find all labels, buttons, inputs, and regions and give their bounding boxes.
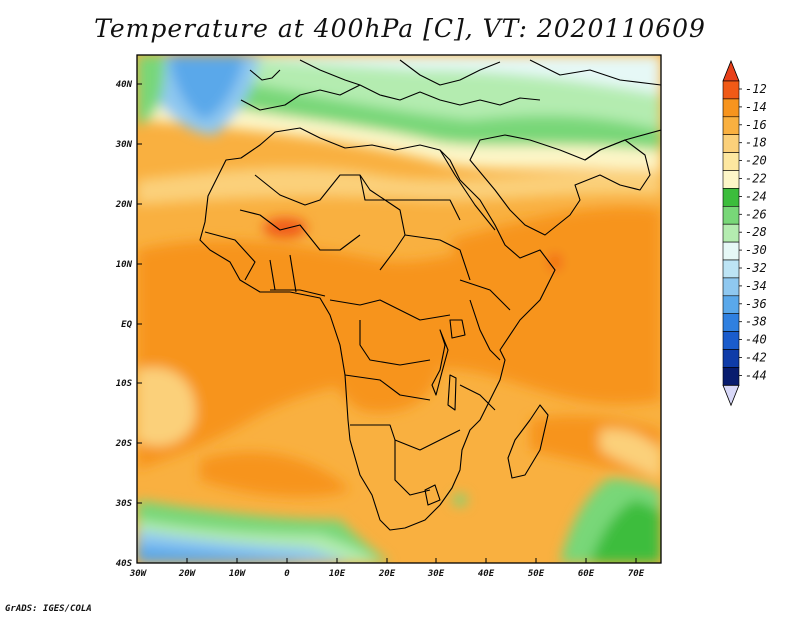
colorbar-swatch [722,331,740,350]
colorbar-swatch [722,206,740,225]
map-title: Temperature at 400hPa [C], VT: 202011060… [94,14,706,43]
colorbar-label: -36 [745,297,767,311]
lon-label: 50E [528,569,545,579]
lon-label: 30W [129,569,148,579]
colorbar-swatch [722,223,740,243]
colorbar-swatch [722,98,740,118]
lon-label: 10W [229,569,247,579]
lat-label: EQ [121,320,132,330]
lat-label: 20N [115,200,133,210]
longitude-axis: 30W 20W 10W 0 10E 20E 30E 40E 50E 60E 70… [129,558,645,579]
map-frame [136,54,662,564]
colorbar-swatch [722,259,740,279]
lat-label: 30S [115,499,133,509]
colorbar-label: -30 [745,243,767,257]
colorbar-swatch [722,277,740,297]
colorbar-swatch [722,313,740,332]
lat-label: 30N [115,140,133,150]
colorbar-swatch [722,134,740,153]
colorbar-label: -40 [745,333,767,347]
colorbar-swatch [722,241,740,261]
colorbar-top-arrow [722,59,740,82]
colorbar-label: -34 [745,279,767,293]
latitude-axis: 40N 30N 20N 10N EQ 10S 20S 30S 40S [115,80,142,569]
colorbar-swatch [722,349,740,368]
colorbar-label: -32 [745,261,767,275]
colorbar-label: -44 [745,368,767,382]
colorbar-swatch [722,295,740,314]
lat-label: 20S [115,439,133,449]
lat-label: 40N [116,80,133,90]
colorbar-label: -20 [745,154,767,168]
lon-label: 0 [284,569,290,579]
colorbar-label: -24 [745,189,767,203]
lon-label: 40E [478,569,495,579]
colorbar-swatch [722,188,740,207]
colorbar-swatch [722,170,740,189]
colorbar-label: -12 [745,82,767,96]
colorbar-swatch [722,116,740,136]
colorbar-label: -38 [745,315,767,329]
lon-label: 60E [578,569,595,579]
lat-label: 40S [116,559,133,569]
lat-label: 10N [116,260,133,270]
lon-label: 20W [178,569,197,579]
credit-text: GrADS: IGES/COLA [5,604,92,614]
colorbar-label: -26 [745,207,767,221]
lat-label: 10S [116,379,133,389]
colorbar-label: -14 [745,100,767,114]
colorbar-label: -18 [745,136,767,150]
colorbar-label: -22 [745,172,767,186]
lon-label: 10E [329,569,346,579]
colorbar-bottom-arrow [722,384,740,407]
colorbar: -12 -14 -16 -18 -20 -22 -24 -26 -28 -30 -32 -34 -36 -… [722,59,767,407]
colorbar-swatch [722,80,740,100]
colorbar-label: -16 [745,118,767,132]
colorbar-label: -28 [745,225,767,239]
colorbar-label: -42 [745,351,767,365]
lon-label: 30E [427,569,445,579]
lon-label: 20E [378,569,396,579]
coastline-layer [199,59,661,531]
colorbar-swatch [722,152,740,171]
colorbar-swatch [722,367,740,386]
lon-label: 70E [628,569,645,579]
